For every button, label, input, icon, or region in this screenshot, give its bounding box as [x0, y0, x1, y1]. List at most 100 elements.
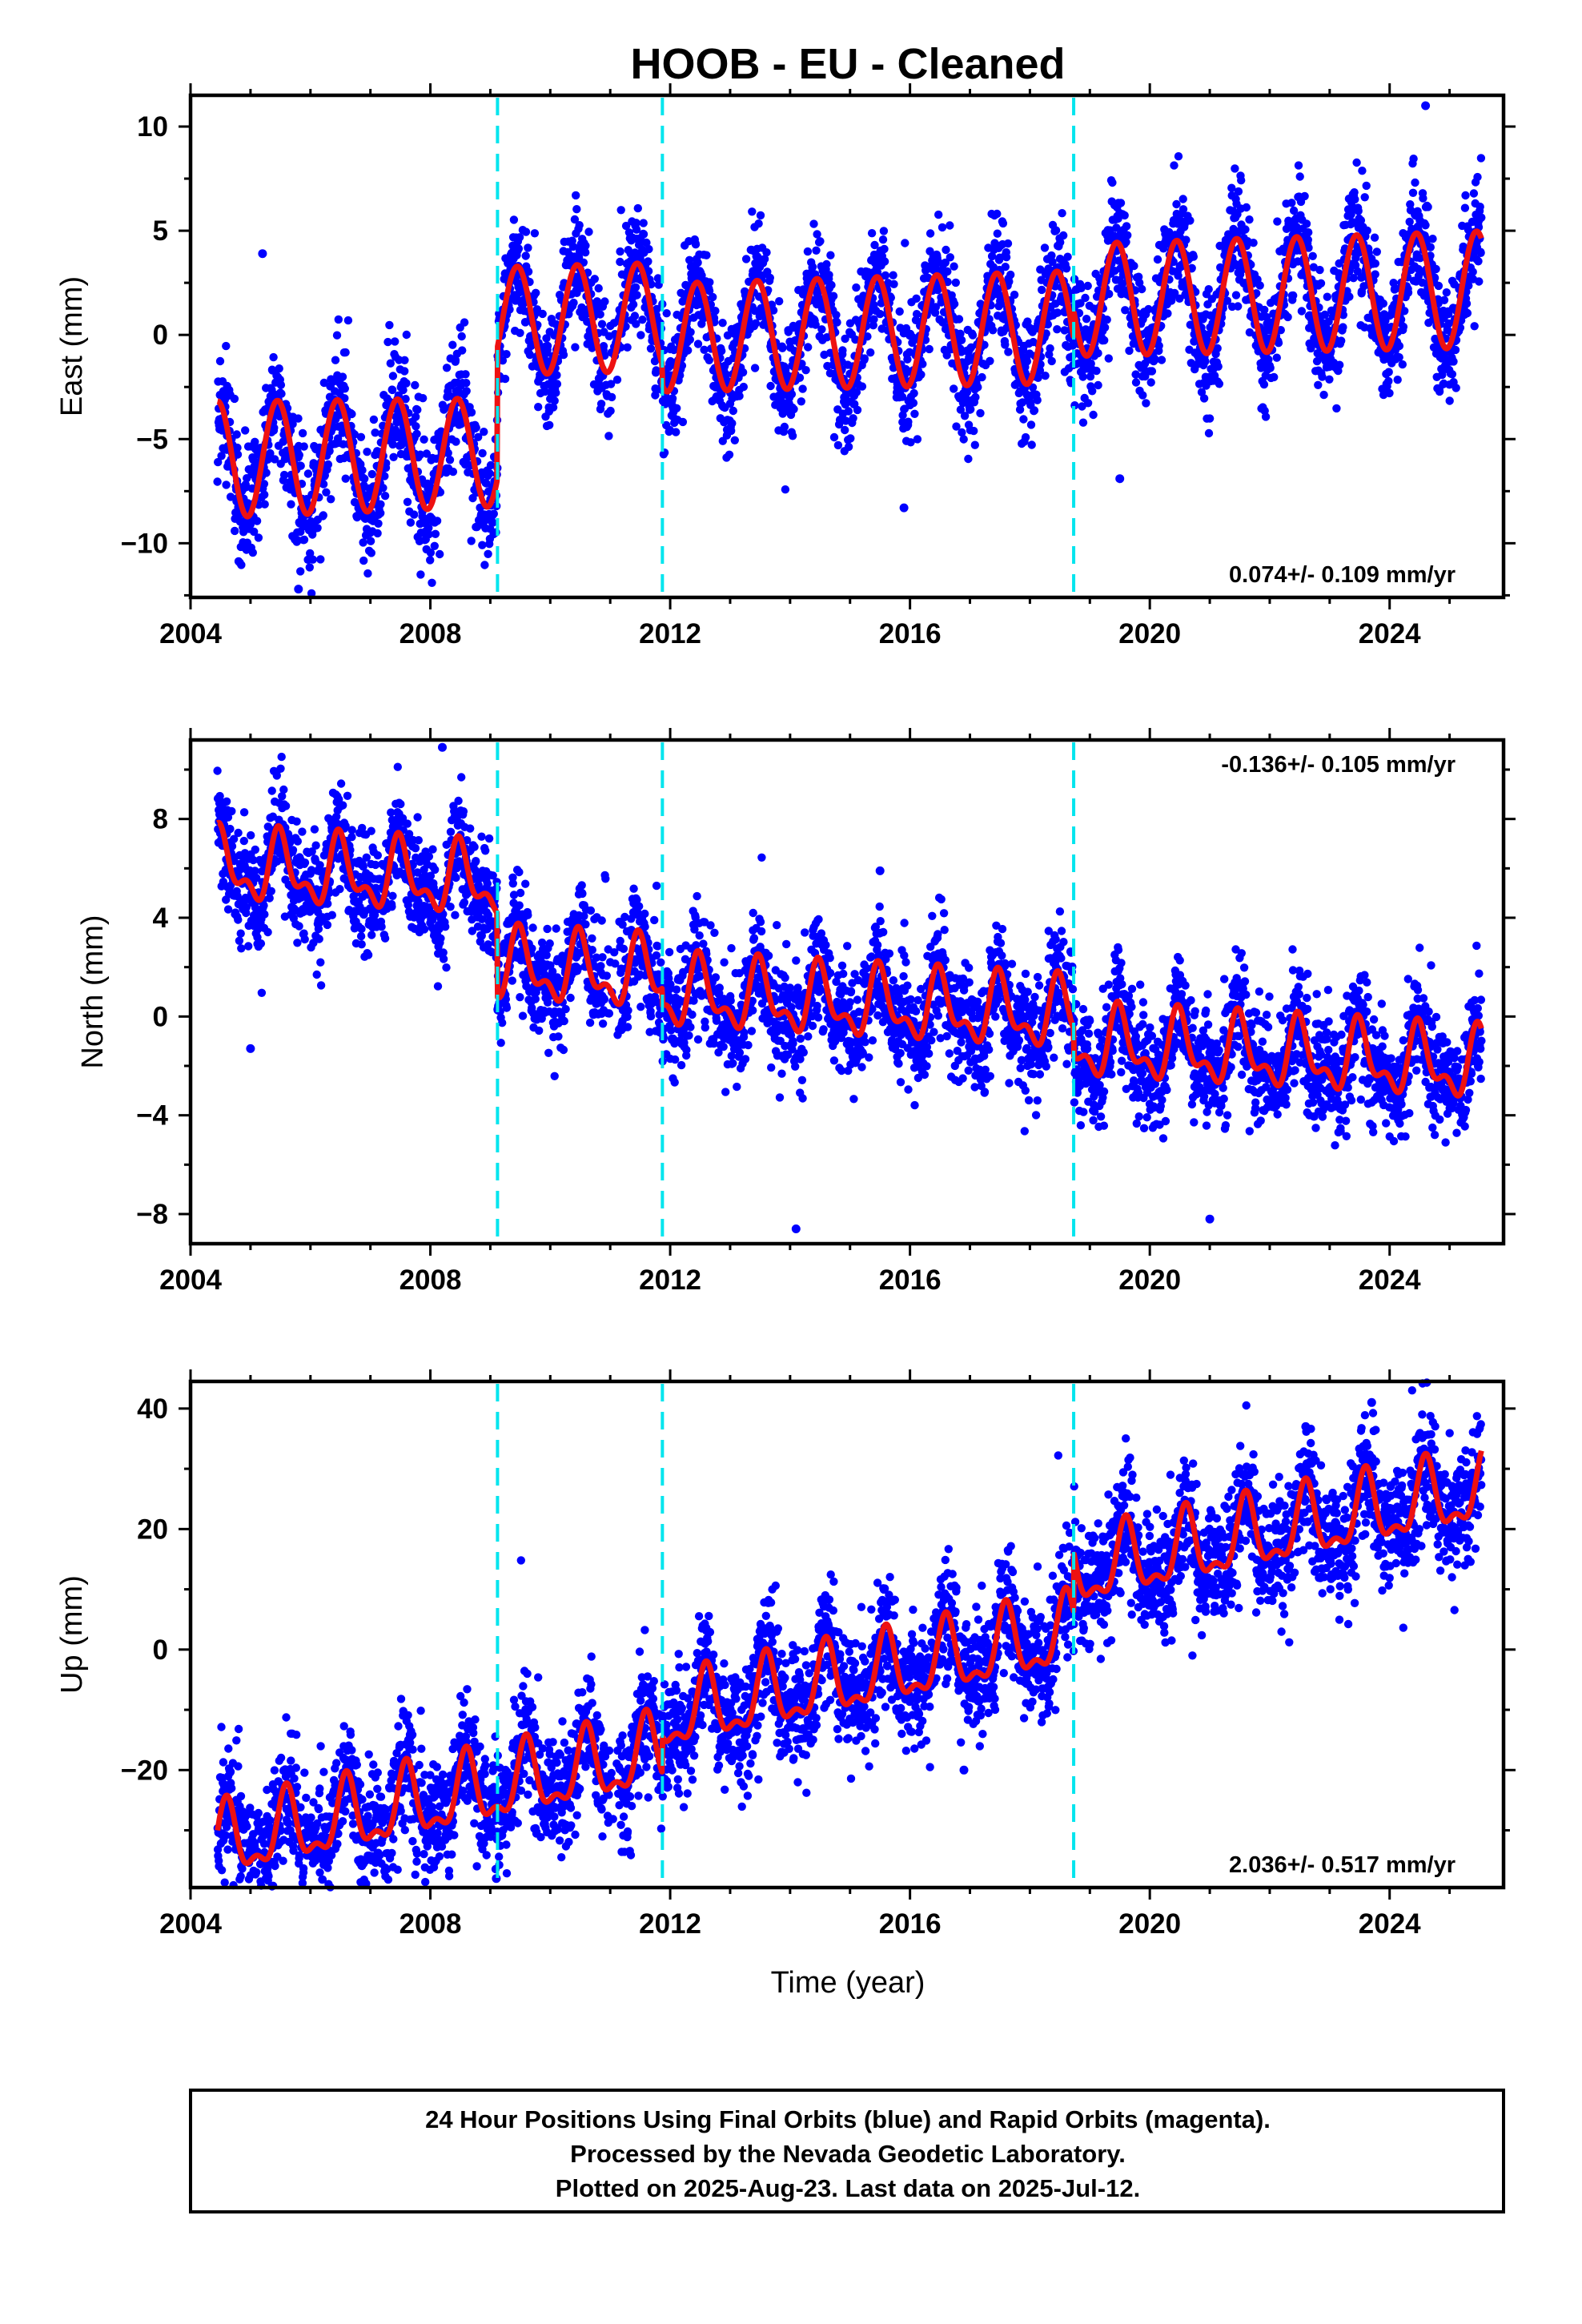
data-point: [367, 931, 376, 939]
data-point: [1120, 211, 1129, 220]
data-point: [1351, 195, 1359, 204]
data-point: [1178, 195, 1187, 203]
data-point: [1092, 366, 1101, 376]
data-point: [1059, 231, 1068, 240]
data-point: [968, 331, 978, 340]
data-point: [1153, 255, 1162, 264]
data-point: [323, 460, 333, 469]
data-point: [251, 437, 259, 446]
y-axis-label: East (mm): [55, 276, 89, 416]
data-point: [341, 474, 350, 483]
data-point: [833, 318, 841, 327]
data-point: [822, 259, 831, 269]
outlier-point: [294, 585, 303, 594]
data-point: [1371, 259, 1380, 268]
data-point: [432, 517, 442, 525]
data-point: [849, 414, 857, 423]
data-point: [1163, 309, 1172, 318]
data-point: [1395, 341, 1404, 351]
data-point: [251, 845, 259, 854]
data-point: [1393, 376, 1402, 384]
data-point: [276, 380, 286, 389]
data-point: [340, 394, 349, 403]
data-point: [762, 248, 771, 257]
data-point: [903, 355, 912, 364]
x-tick-label: 2012: [639, 618, 701, 649]
data-point: [1154, 341, 1163, 350]
data-point: [684, 346, 693, 355]
data-point: [1021, 432, 1030, 442]
data-point: [1469, 189, 1479, 198]
data-point: [1078, 372, 1087, 381]
data-point: [1460, 203, 1470, 212]
data-point: [385, 320, 394, 330]
data-point: [296, 567, 305, 576]
data-point: [606, 406, 615, 416]
data-point: [545, 420, 554, 429]
data-point: [428, 845, 437, 854]
data-point: [478, 541, 487, 549]
data-point: [909, 399, 918, 408]
data-point: [879, 227, 889, 235]
data-point: [402, 330, 411, 340]
data-point: [1474, 257, 1483, 266]
data-point: [1100, 336, 1109, 345]
data-point: [590, 275, 599, 283]
x-tick-label: 2004: [159, 618, 222, 649]
data-point: [270, 455, 279, 464]
data-point: [1002, 253, 1011, 262]
data-point: [313, 524, 322, 533]
data-point: [1384, 368, 1393, 376]
data-point: [1026, 420, 1036, 429]
data-point: [1431, 264, 1440, 274]
data-point: [678, 417, 688, 427]
data-point: [1245, 215, 1254, 224]
data-point: [1004, 348, 1013, 356]
data-point: [347, 826, 356, 834]
data-point: [1447, 370, 1457, 379]
data-point: [235, 936, 244, 946]
data-point: [569, 298, 578, 308]
data-point: [275, 364, 283, 373]
data-point: [1442, 288, 1452, 297]
data-point: [581, 241, 590, 250]
data-point: [1395, 353, 1403, 362]
data-point: [1308, 251, 1317, 260]
data-point: [1189, 252, 1199, 261]
data-point: [340, 384, 349, 393]
data-point: [853, 405, 862, 415]
data-point: [1403, 288, 1413, 297]
data-point: [334, 315, 343, 324]
data-point: [1303, 235, 1313, 244]
data-point: [1249, 239, 1258, 247]
data-point: [901, 239, 909, 247]
data-point: [950, 384, 958, 393]
data-point: [596, 400, 606, 408]
data-point: [1116, 199, 1126, 207]
data-point: [281, 802, 291, 810]
data-point: [1399, 322, 1408, 332]
data-point: [322, 488, 331, 497]
data-point: [1302, 219, 1311, 228]
data-point: [363, 448, 371, 456]
data-point: [957, 336, 966, 344]
data-point: [300, 935, 309, 944]
data-point: [356, 432, 366, 441]
data-point: [538, 309, 547, 319]
data-point: [1261, 412, 1271, 421]
data-point: [1297, 307, 1307, 316]
data-point: [1001, 263, 1010, 271]
data-point: [1434, 281, 1443, 291]
data-point: [332, 331, 342, 340]
data-point: [1316, 279, 1326, 287]
data-point: [1445, 396, 1454, 405]
data-point: [543, 341, 552, 351]
data-point: [1234, 187, 1243, 196]
data-point: [230, 394, 239, 404]
data-point: [817, 325, 826, 334]
y-tick-label: 10: [137, 111, 168, 143]
data-point: [416, 570, 425, 579]
data-point: [1385, 388, 1394, 398]
data-point: [307, 589, 316, 598]
